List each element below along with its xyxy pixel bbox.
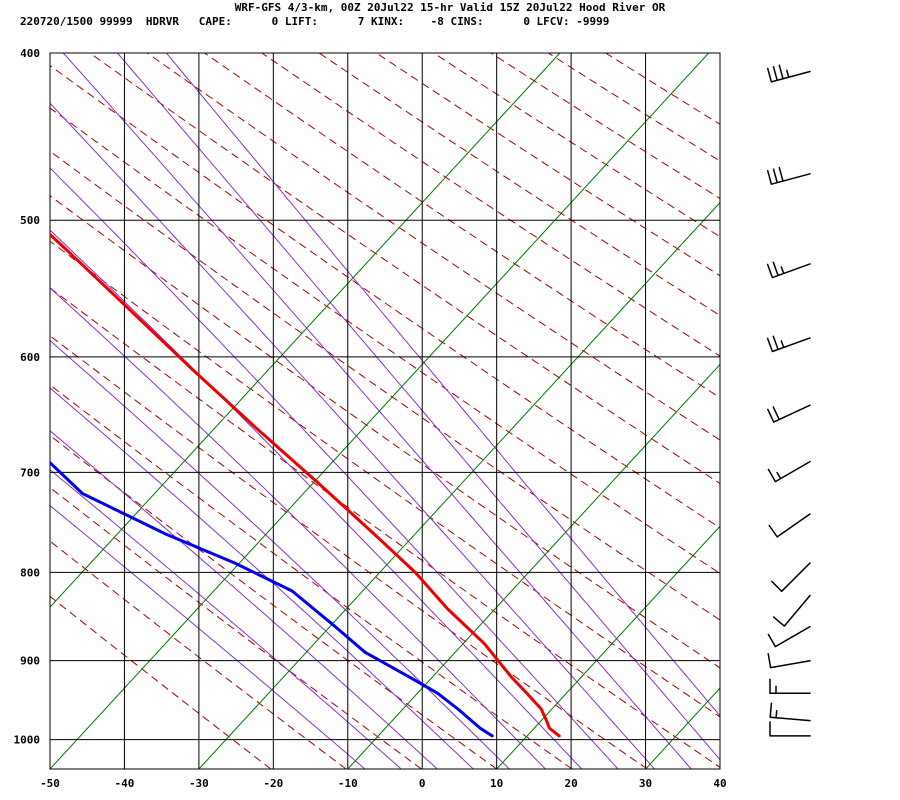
wind-barbs	[766, 64, 811, 737]
y-tick-label: 900	[20, 655, 40, 668]
chart-title: WRF-GFS 4/3-km, 00Z 20Jul22 15-hr Valid …	[234, 1, 666, 14]
y-tick-label: 500	[20, 214, 40, 227]
y-tick-label: 800	[20, 566, 40, 579]
mixing-ratio-line	[794, 0, 900, 769]
wind-barb-icon	[766, 64, 811, 83]
moist-adiabat-line	[50, 102, 655, 769]
wind-barb-icon	[768, 513, 811, 538]
moist-adiabat-line	[165, 53, 720, 717]
dry-adiabat-line	[89, 53, 720, 485]
dry-adiabat-line	[146, 53, 720, 441]
wind-barb-icon	[767, 404, 811, 423]
x-tick-label: -50	[40, 777, 60, 790]
sounding-indices-line: 220720/1500 99999 HDRVR CAPE: 0 LIFT: 7 …	[20, 15, 610, 28]
x-tick-label: 10	[490, 777, 503, 790]
moist-adiabat-line	[50, 229, 583, 769]
x-tick-label: -30	[189, 777, 209, 790]
wind-barb-icon	[767, 625, 811, 648]
dry-adiabats	[50, 53, 720, 769]
dry-adiabat-line	[50, 540, 347, 769]
wind-barb-icon	[769, 702, 811, 722]
dry-adiabat-line	[50, 65, 720, 529]
x-tick-label: 20	[564, 777, 577, 790]
moist-adiabat-line	[50, 430, 438, 769]
dewpoint-profile-line	[50, 460, 494, 738]
wind-barb-icon	[771, 562, 811, 593]
wind-barb-icon	[772, 594, 811, 627]
dry-adiabat-line	[50, 486, 422, 769]
sounding-profiles	[50, 232, 561, 738]
moist-adiabat-line	[116, 53, 720, 761]
plot-frame	[49, 52, 721, 770]
wind-barb-icon	[769, 678, 811, 694]
x-tick-label: -40	[115, 777, 135, 790]
mixing-ratio-line	[50, 53, 561, 608]
axis-tick-labels: -50 -40 -30 -20 -10 0 10 20 30 40 400 500 600 700 800 9…	[14, 47, 727, 790]
wind-barb-icon	[766, 335, 811, 353]
moist-adiabat-line	[50, 505, 366, 769]
moist-adiabats	[50, 53, 720, 769]
y-tick-label: 700	[20, 466, 40, 479]
mixing-ratio-line	[198, 201, 720, 769]
wind-barb-icon	[769, 721, 811, 737]
dry-adiabat-line	[50, 107, 720, 575]
moist-adiabat-line	[50, 287, 546, 769]
moist-adiabat-line	[62, 53, 692, 769]
wind-barb-icon	[767, 460, 811, 483]
temperature-profile-line	[50, 232, 561, 738]
mixing-ratio-line	[645, 687, 720, 769]
dry-adiabat-line	[50, 384, 573, 769]
mixing-ratio-line	[496, 525, 720, 769]
x-tick-label: 0	[419, 777, 426, 790]
mixing-ratio-lines	[50, 0, 900, 769]
wind-barb-icon	[766, 166, 811, 185]
dry-adiabat-line	[50, 595, 272, 769]
x-tick-label: -20	[263, 777, 283, 790]
moist-adiabat-line	[50, 387, 474, 769]
y-tick-label: 600	[20, 351, 40, 364]
dry-adiabat-line	[50, 195, 720, 669]
mixing-ratio-line	[50, 53, 710, 769]
x-tick-label: 40	[713, 777, 726, 790]
dry-adiabat-line	[50, 240, 720, 718]
x-tick-label: -10	[338, 777, 358, 790]
mixing-ratio-line	[347, 363, 720, 769]
wind-barb-icon	[767, 653, 811, 669]
wind-barb-icon	[766, 261, 811, 279]
x-tick-label: 30	[639, 777, 652, 790]
dry-adiabat-line	[50, 150, 720, 621]
moist-adiabat-line	[50, 469, 402, 769]
y-tick-label: 400	[20, 47, 40, 60]
y-tick-label: 1000	[14, 734, 41, 747]
moist-adiabat-line	[50, 167, 619, 769]
